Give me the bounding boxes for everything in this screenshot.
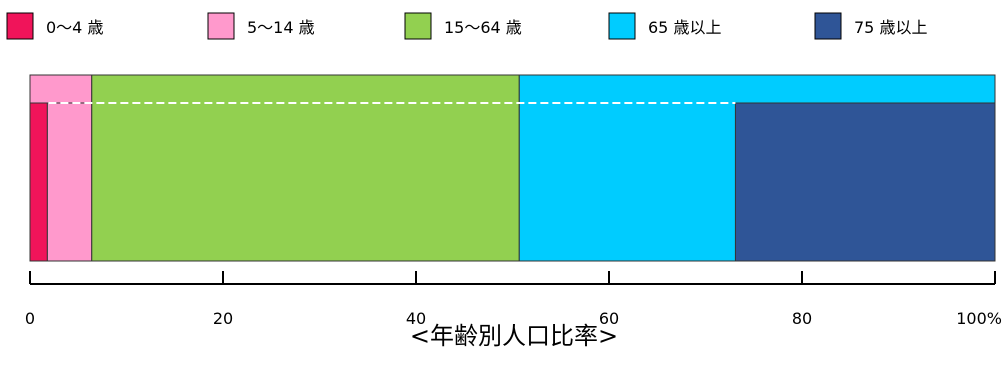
legend-swatch: [6, 12, 34, 40]
tick-label: 60: [599, 309, 619, 328]
bar-outline: [29, 74, 996, 262]
bar-segment: [734, 102, 996, 262]
legend-label: 65 歳以上: [648, 18, 721, 37]
legend-swatch: [207, 12, 235, 40]
bar-segment: [29, 74, 93, 104]
bar-segment: [91, 74, 520, 262]
x-axis: 0 20 40 60 80 100%: [25, 271, 1002, 328]
chart-title: <年齢別人口比率>: [410, 322, 618, 350]
legend-swatch: [814, 12, 842, 40]
bar-segment: [46, 102, 93, 262]
bar-segment: [29, 102, 48, 262]
stacked-bar: [29, 74, 996, 262]
tick-label: 40: [406, 309, 426, 328]
legend-label: 0〜4 歳: [46, 18, 103, 37]
tick-label: 20: [213, 309, 233, 328]
legend-label: 15〜64 歳: [444, 18, 522, 37]
tick-label: 100%: [956, 309, 1002, 328]
legend-label: 5〜14 歳: [247, 18, 315, 37]
legend-label: 75 歳以上: [854, 18, 927, 37]
tick-label: 80: [792, 309, 812, 328]
legend-swatch: [608, 12, 636, 40]
legend: 0〜4 歳 5〜14 歳 15〜64 歳 65 歳以上 75 歳以上: [6, 12, 927, 40]
legend-swatch: [404, 12, 432, 40]
tick-label: 0: [25, 309, 35, 328]
